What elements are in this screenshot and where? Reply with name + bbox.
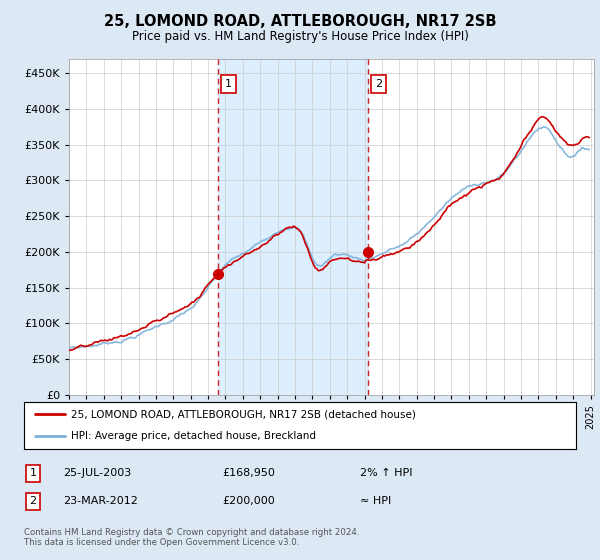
Text: 2: 2 (375, 79, 382, 89)
Text: 2% ↑ HPI: 2% ↑ HPI (360, 468, 413, 478)
Text: £200,000: £200,000 (222, 496, 275, 506)
Text: 25-JUL-2003: 25-JUL-2003 (63, 468, 131, 478)
Text: 1: 1 (29, 468, 37, 478)
Text: 2: 2 (29, 496, 37, 506)
Bar (218, 59, 368, 395)
Text: £168,950: £168,950 (222, 468, 275, 478)
Text: Contains HM Land Registry data © Crown copyright and database right 2024.
This d: Contains HM Land Registry data © Crown c… (24, 528, 359, 547)
Text: HPI: Average price, detached house, Breckland: HPI: Average price, detached house, Brec… (71, 431, 316, 441)
Text: 1: 1 (225, 79, 232, 89)
Text: 25, LOMOND ROAD, ATTLEBOROUGH, NR17 2SB: 25, LOMOND ROAD, ATTLEBOROUGH, NR17 2SB (104, 14, 496, 29)
Text: Price paid vs. HM Land Registry's House Price Index (HPI): Price paid vs. HM Land Registry's House … (131, 30, 469, 43)
Text: ≈ HPI: ≈ HPI (360, 496, 391, 506)
Text: 25, LOMOND ROAD, ATTLEBOROUGH, NR17 2SB (detached house): 25, LOMOND ROAD, ATTLEBOROUGH, NR17 2SB … (71, 409, 416, 419)
Text: 23-MAR-2012: 23-MAR-2012 (63, 496, 138, 506)
